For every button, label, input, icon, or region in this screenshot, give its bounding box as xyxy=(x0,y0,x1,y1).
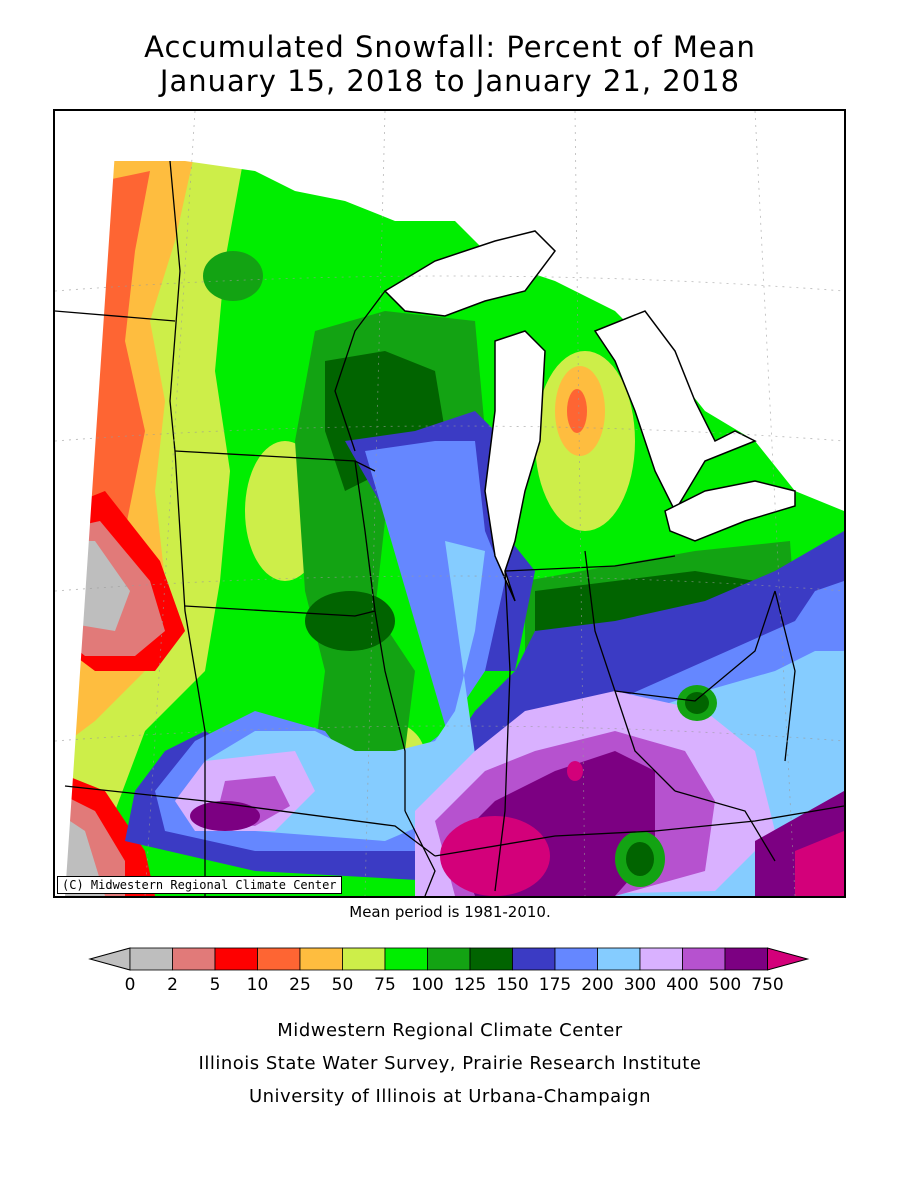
legend-over-arrow xyxy=(767,947,810,971)
legend-tick-label: 2 xyxy=(167,975,178,995)
legend-tick-label: 150 xyxy=(496,975,529,995)
legend-color-cell xyxy=(257,947,301,971)
legend-tick-label: 500 xyxy=(708,975,742,995)
credit-line-1: Midwestern Regional Climate Center xyxy=(277,1020,623,1041)
legend-color-cell xyxy=(299,947,343,971)
legend-color-cell xyxy=(469,947,513,971)
legend-tick-label: 750 xyxy=(751,975,784,995)
legend-color-cell xyxy=(554,947,598,971)
legend-tick-label: 200 xyxy=(581,975,614,995)
legend-tick-label: 300 xyxy=(623,975,657,995)
mean-period-note: Mean period is 1981-2010. xyxy=(349,903,551,921)
legend-under-arrow xyxy=(88,947,131,971)
legend-color-cell xyxy=(427,947,471,971)
legend-tick-label: 175 xyxy=(538,975,572,995)
legend-color-cell xyxy=(214,947,258,971)
legend-color-cell xyxy=(724,947,768,971)
map-canvas xyxy=(55,111,844,896)
legend-tick-label: 5 xyxy=(209,975,221,995)
map-date-range: January 15, 2018 to January 21, 2018 xyxy=(159,64,741,98)
credit-line-2: Illinois State Water Survey, Prairie Res… xyxy=(198,1053,702,1074)
color-legend xyxy=(88,947,810,971)
legend-color-cell xyxy=(129,947,173,971)
map-copyright: (C) Midwestern Regional Climate Center xyxy=(57,876,342,894)
legend-tick-label: 0 xyxy=(124,975,136,995)
legend-labels: 0 2 5 10 25 50 75 100 125 150 175 200 300 400 500 750 xyxy=(0,975,900,999)
legend-tick-label: 125 xyxy=(453,975,487,995)
legend-color-cell xyxy=(512,947,556,971)
legend-tick-label: 50 xyxy=(331,975,354,995)
legend-tick-label: 25 xyxy=(289,975,311,995)
legend-color-cell xyxy=(384,947,428,971)
legend-color-cell xyxy=(682,947,726,971)
legend-color-cell xyxy=(172,947,216,971)
legend-tick-label: 400 xyxy=(666,975,699,995)
credit-line-3: University of Illinois at Urbana-Champai… xyxy=(248,1086,652,1107)
legend-tick-label: 100 xyxy=(411,975,444,995)
legend-tick-label: 10 xyxy=(246,975,269,995)
legend-color-cell xyxy=(639,947,683,971)
legend-tick-label: 75 xyxy=(374,975,396,995)
map-title: Accumulated Snowfall: Percent of Mean xyxy=(144,30,756,64)
snowfall-map: (C) Midwestern Regional Climate Center xyxy=(53,109,846,898)
legend-color-cell xyxy=(597,947,641,971)
legend-color-cell xyxy=(342,947,386,971)
